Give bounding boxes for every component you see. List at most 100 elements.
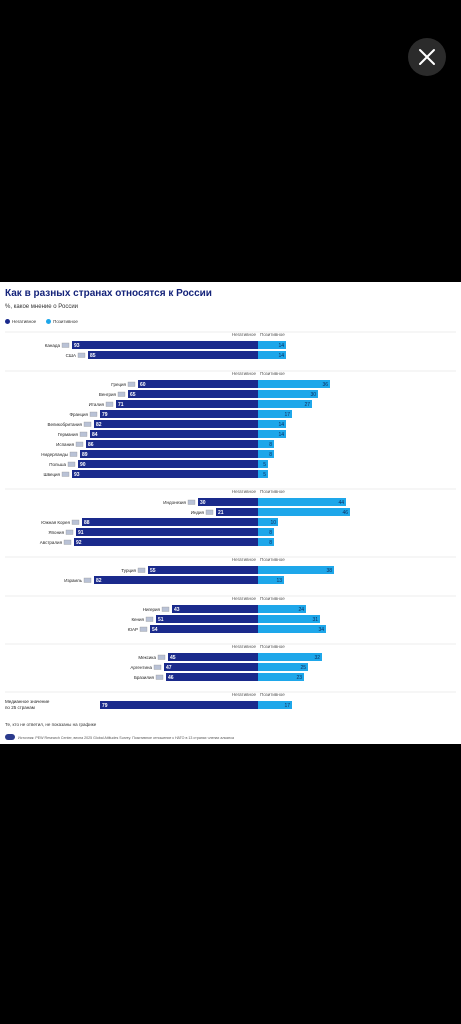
data-label-negative: 71 bbox=[118, 402, 124, 408]
column-header-positive: Позитивное bbox=[260, 692, 285, 697]
bar-negative bbox=[100, 410, 258, 418]
data-label-negative: 51 bbox=[158, 617, 164, 623]
bar-positive bbox=[258, 528, 274, 536]
data-label-negative: 46 bbox=[168, 675, 174, 681]
bar-negative bbox=[82, 518, 258, 526]
data-label-negative: 85 bbox=[90, 353, 96, 359]
country-label: Индонезия bbox=[163, 500, 186, 505]
data-label-positive: 8 bbox=[269, 452, 272, 458]
bar-negative bbox=[74, 538, 258, 546]
bar-positive bbox=[258, 576, 284, 584]
pew-logo bbox=[5, 734, 15, 740]
data-label-positive: 32 bbox=[314, 655, 320, 661]
data-label-negative: 82 bbox=[96, 578, 102, 584]
data-label-negative: 84 bbox=[92, 432, 98, 438]
data-label-negative: 86 bbox=[88, 442, 94, 448]
bar-positive bbox=[258, 625, 326, 633]
bar-positive bbox=[258, 508, 350, 516]
flag-icon bbox=[137, 567, 146, 573]
data-label-negative: 55 bbox=[150, 568, 156, 574]
country-label: Бразилия bbox=[134, 675, 155, 680]
bar-negative bbox=[94, 420, 258, 428]
country-label: Австралия bbox=[40, 540, 63, 545]
data-label-positive: 14 bbox=[278, 422, 284, 428]
bar-negative bbox=[100, 701, 258, 709]
data-label-positive: 5 bbox=[263, 472, 266, 478]
legend-swatch-positive bbox=[46, 319, 52, 324]
data-label-positive: 17 bbox=[284, 703, 290, 709]
data-label-positive: 27 bbox=[304, 402, 310, 408]
flag-icon bbox=[127, 381, 136, 387]
bar-negative bbox=[94, 576, 258, 584]
data-label-negative: 65 bbox=[130, 392, 136, 398]
bar-positive bbox=[258, 470, 268, 478]
bar-positive bbox=[258, 390, 318, 398]
bar-negative bbox=[198, 498, 258, 506]
data-label-positive: 23 bbox=[296, 675, 302, 681]
bar-positive bbox=[258, 498, 346, 506]
data-label-negative: 93 bbox=[74, 472, 80, 478]
bar-negative bbox=[172, 605, 258, 613]
data-label-positive: 5 bbox=[263, 462, 266, 468]
column-header-positive: Позитивное bbox=[260, 557, 285, 562]
data-label-positive: 14 bbox=[278, 343, 284, 349]
flag-icon bbox=[63, 539, 72, 545]
chart-subtitle: %, какое мнение о России bbox=[5, 304, 79, 310]
data-label-positive: 17 bbox=[284, 412, 290, 418]
bar-positive bbox=[258, 420, 286, 428]
flag-icon bbox=[69, 451, 78, 457]
flag-icon bbox=[139, 626, 148, 632]
bar-positive bbox=[258, 701, 292, 709]
data-label-positive: 13 bbox=[276, 578, 282, 584]
column-header-negative: Негативное bbox=[232, 371, 257, 376]
data-label-positive: 34 bbox=[318, 627, 324, 633]
bar-negative bbox=[90, 430, 258, 438]
chart-title: Как в разных странах относятся к России bbox=[5, 288, 212, 299]
flag-icon bbox=[89, 411, 98, 417]
country-label: Япония bbox=[48, 530, 64, 535]
bar-negative bbox=[164, 663, 258, 671]
country-label: Франция bbox=[70, 412, 89, 417]
column-header-negative: Негативное bbox=[232, 596, 257, 601]
country-label: Испания bbox=[56, 442, 74, 447]
bar-positive bbox=[258, 450, 274, 458]
country-label: по 25 странам bbox=[5, 705, 35, 710]
column-header-negative: Негативное bbox=[232, 644, 257, 649]
bar-negative bbox=[150, 625, 258, 633]
country-label: Польша bbox=[49, 462, 66, 467]
column-header-negative: Негативное bbox=[232, 332, 257, 337]
bar-positive bbox=[258, 663, 308, 671]
flag-icon bbox=[145, 616, 154, 622]
bar-negative bbox=[116, 400, 258, 408]
data-label-negative: 91 bbox=[78, 530, 84, 536]
flag-icon bbox=[105, 401, 114, 407]
country-label: Нигерия bbox=[143, 607, 161, 612]
flag-icon bbox=[83, 421, 92, 427]
bar-positive bbox=[258, 566, 334, 574]
flag-icon bbox=[71, 519, 80, 525]
bar-positive bbox=[258, 341, 286, 349]
column-header-positive: Позитивное bbox=[260, 332, 285, 337]
flag-icon bbox=[157, 654, 166, 660]
country-label: Канада bbox=[45, 343, 61, 348]
legend: Негативное Позитивное bbox=[5, 319, 78, 324]
data-label-positive: 38 bbox=[326, 568, 332, 574]
bar-positive bbox=[258, 380, 330, 388]
flag-icon bbox=[117, 391, 126, 397]
bar-positive bbox=[258, 615, 320, 623]
close-button[interactable] bbox=[408, 38, 446, 76]
bar-negative bbox=[166, 673, 258, 681]
bar-negative bbox=[128, 390, 258, 398]
data-label-positive: 46 bbox=[342, 510, 348, 516]
chart-card: Как в разных странах относятся к России … bbox=[0, 282, 461, 744]
data-label-negative: 43 bbox=[174, 607, 180, 613]
data-label-negative: 21 bbox=[218, 510, 224, 516]
data-label-positive: 30 bbox=[310, 392, 316, 398]
data-label-negative: 45 bbox=[170, 655, 176, 661]
flag-icon bbox=[161, 606, 170, 612]
country-label: Нидерланды bbox=[41, 452, 68, 457]
data-label-negative: 88 bbox=[84, 520, 90, 526]
country-label: Турция bbox=[121, 568, 136, 573]
country-label: Индия bbox=[191, 510, 205, 515]
bar-negative bbox=[138, 380, 258, 388]
